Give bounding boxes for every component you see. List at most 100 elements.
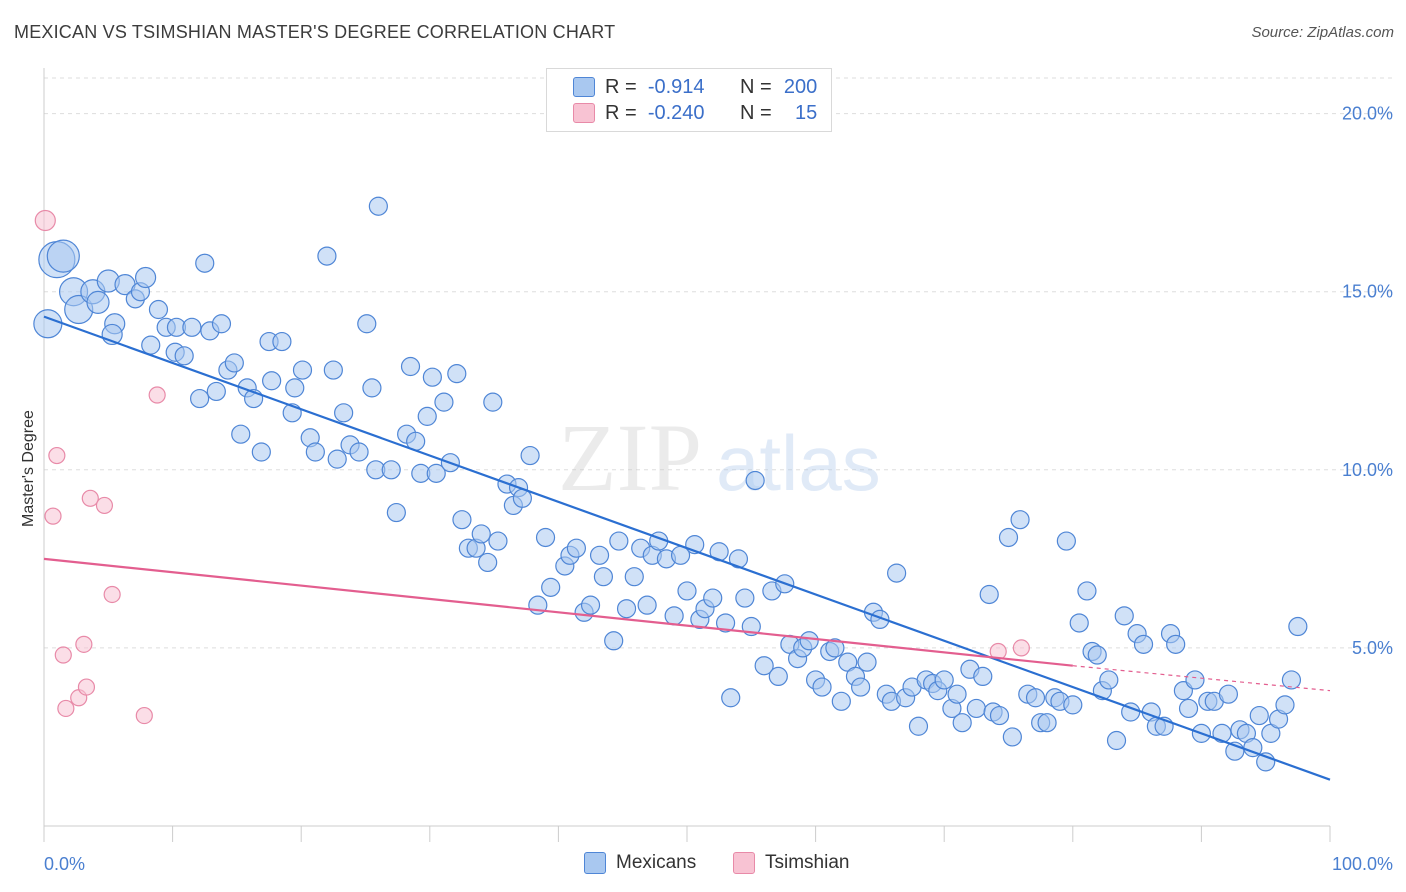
mexicans-point xyxy=(174,346,194,366)
tsimshian-point xyxy=(103,585,121,604)
n-label: N = xyxy=(740,101,772,124)
legend-label-mexicans: Mexicans xyxy=(616,852,697,873)
y-tick-label: 5.0% xyxy=(1352,638,1393,658)
tsimshian-point xyxy=(44,507,62,525)
mexicans-point xyxy=(1063,695,1083,715)
mexicans-point xyxy=(33,309,63,339)
r-value: -0.240 xyxy=(647,101,705,124)
mexicans-point xyxy=(148,299,169,320)
mexicans-point xyxy=(998,527,1019,548)
y-tick-labels: 5.0% 10.0% 15.0% 20.0% xyxy=(1342,104,1393,658)
mexicans-point xyxy=(478,552,498,573)
mexicans-point xyxy=(1281,670,1302,690)
mexicans-point xyxy=(1275,695,1295,715)
tsimshian-point xyxy=(57,699,75,718)
mexicans-point xyxy=(589,545,610,565)
mexicans-point xyxy=(947,684,967,704)
legend-item-mexicans[interactable]: Mexicans xyxy=(584,852,696,874)
r-value: -0.914 xyxy=(647,75,705,98)
mexicans-point xyxy=(452,510,472,530)
mexicans-point xyxy=(305,442,325,462)
mexicans-point xyxy=(362,378,382,398)
mexicans-point xyxy=(1212,723,1232,743)
mexicans-point xyxy=(580,595,601,615)
mexicans-point xyxy=(317,246,337,266)
mexicans-point xyxy=(973,666,993,687)
mexicans-point xyxy=(483,392,503,412)
mexicans-point xyxy=(966,698,986,719)
mexicans-point xyxy=(272,331,292,352)
mexicans-point xyxy=(357,314,377,334)
tsimshian-trend-extension xyxy=(1072,665,1331,692)
mexicans-point xyxy=(535,527,556,548)
legend-label-tsimshian: Tsimshian xyxy=(765,852,850,873)
mexicans-point xyxy=(471,524,491,544)
chart-title: MEXICAN VS TSIMSHIAN MASTER'S DEGREE COR… xyxy=(14,22,616,42)
mexicans-point xyxy=(190,388,210,409)
series-legend: Mexicans Tsimshian xyxy=(0,850,1406,878)
mexicans-point xyxy=(206,381,226,402)
watermark-zip: ZIP xyxy=(558,404,702,511)
mexicans-point xyxy=(1056,531,1076,551)
grid-lines xyxy=(44,77,1395,649)
mexicans-point xyxy=(768,666,788,687)
mexicans-trend-line xyxy=(43,315,1331,781)
mexicans-point xyxy=(368,196,388,216)
watermark: ZIP atlas xyxy=(558,404,881,511)
mexicans-point xyxy=(211,314,232,334)
mexicans-point xyxy=(334,403,354,423)
watermark-atlas: atlas xyxy=(716,419,881,507)
y-tick-label: 20.0% xyxy=(1342,104,1393,124)
mexicans-swatch xyxy=(584,852,606,874)
r-label: R = xyxy=(605,75,637,98)
mexicans-point xyxy=(1077,581,1097,601)
y-axis-label: Master's Degree xyxy=(20,410,37,527)
tsimshian-point xyxy=(135,706,153,725)
mexicans-point xyxy=(1133,634,1154,654)
mexicans-point xyxy=(541,577,561,597)
tsimshian-point xyxy=(77,678,96,696)
mexicans-point xyxy=(195,253,215,273)
mexicans-point xyxy=(934,670,954,690)
mexicans-point xyxy=(1037,713,1057,733)
mexicans-point xyxy=(825,638,845,658)
mexicans-point xyxy=(908,716,929,736)
mexicans-point xyxy=(1178,698,1199,719)
tsimshian-points xyxy=(34,209,1030,725)
tsimshian-trend-line xyxy=(43,557,1073,667)
mexicans-point xyxy=(677,581,697,601)
mexicans-point xyxy=(86,290,110,314)
mexicans-point xyxy=(251,442,271,462)
mexicans-point xyxy=(593,567,614,587)
mexicans-point xyxy=(231,424,251,444)
mexicans-point xyxy=(703,588,723,608)
tsimshian-swatch xyxy=(733,852,755,874)
mexicans-point xyxy=(721,688,741,708)
y-tick-label: 15.0% xyxy=(1342,282,1393,302)
tsimshian-point xyxy=(75,635,93,653)
mexicans-point xyxy=(1087,645,1107,665)
mexicans-point xyxy=(799,631,819,651)
mexicans-point xyxy=(735,588,755,608)
tsimshian-point xyxy=(34,209,56,232)
n-label: N = xyxy=(740,75,772,98)
mexicans-point xyxy=(1288,616,1308,637)
legend-row-tsimshian: R = -0.240 N = 15 xyxy=(573,101,817,125)
mexicans-point xyxy=(1002,727,1022,747)
trend-lines xyxy=(43,315,1331,781)
mexicans-point xyxy=(1249,705,1269,726)
mexicans-point xyxy=(604,631,624,651)
mexicans-point xyxy=(754,656,774,676)
mexicans-point xyxy=(323,360,343,380)
mexicans-point xyxy=(609,531,629,551)
legend-item-tsimshian[interactable]: Tsimshian xyxy=(733,852,849,874)
mexicans-point xyxy=(434,392,454,412)
mexicans-point xyxy=(979,584,999,605)
mexicans-point xyxy=(1106,730,1127,751)
mexicans-point xyxy=(745,470,765,491)
mexicans-point xyxy=(715,613,736,633)
tsimshian-point xyxy=(95,496,114,515)
mexicans-point xyxy=(422,367,442,387)
mexicans-point xyxy=(447,364,467,384)
